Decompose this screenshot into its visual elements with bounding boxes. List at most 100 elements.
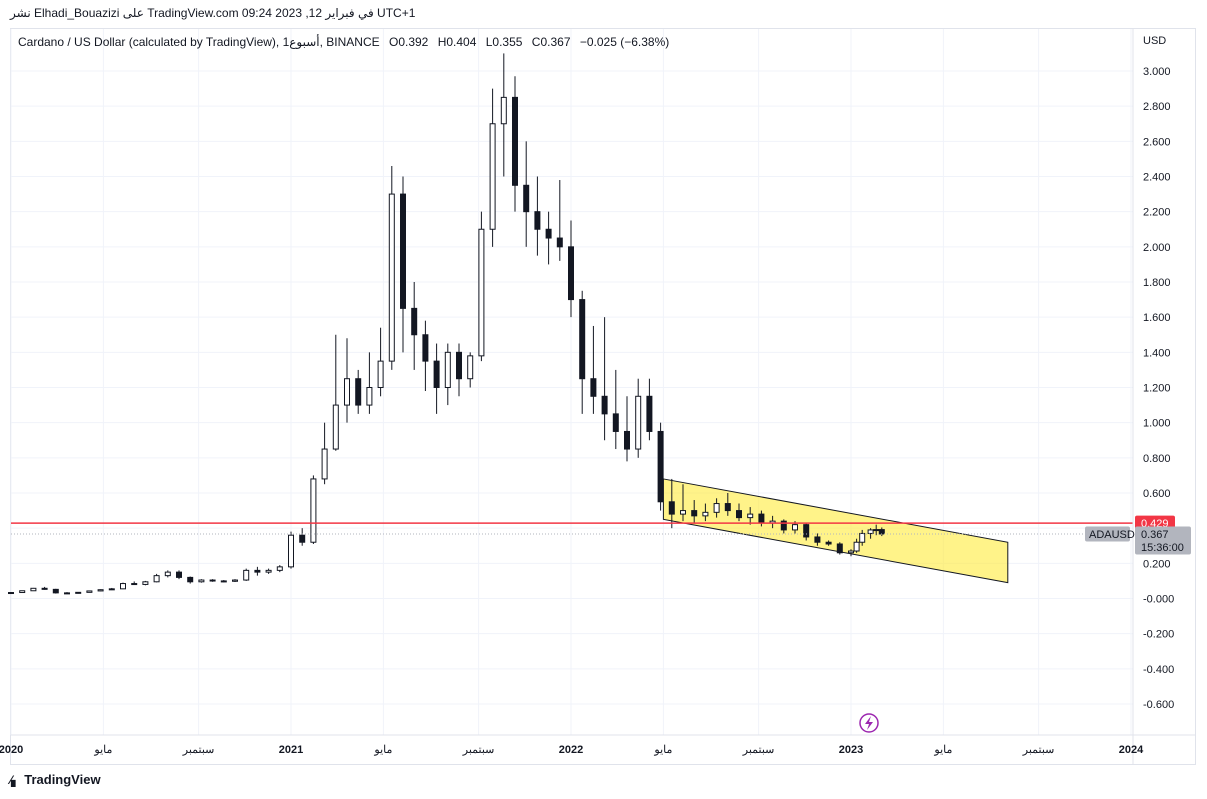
candle[interactable]: [388, 165, 395, 370]
candle[interactable]: [142, 580, 149, 586]
candle[interactable]: [859, 529, 866, 546]
candle[interactable]: [635, 378, 642, 458]
candle[interactable]: [873, 524, 880, 536]
candle[interactable]: [680, 484, 686, 522]
candle-body: [668, 501, 675, 515]
candle[interactable]: [747, 507, 754, 525]
candle[interactable]: [478, 211, 485, 362]
candle[interactable]: [836, 542, 843, 555]
candle[interactable]: [344, 338, 350, 423]
candle[interactable]: [64, 592, 70, 595]
candle[interactable]: [310, 475, 317, 544]
candle[interactable]: [377, 327, 384, 397]
descending-channel[interactable]: [662, 478, 1009, 584]
candle[interactable]: [209, 579, 216, 582]
candle[interactable]: [534, 176, 541, 256]
candle[interactable]: [164, 570, 171, 578]
candle[interactable]: [612, 369, 619, 450]
candle[interactable]: [668, 478, 675, 529]
candle[interactable]: [131, 581, 138, 586]
candle[interactable]: [75, 591, 82, 594]
candle[interactable]: [321, 422, 328, 485]
time-tick-label: سبتمبر: [1022, 744, 1055, 756]
candle[interactable]: [8, 592, 14, 595]
candle[interactable]: [814, 533, 821, 546]
candle-body: [601, 395, 608, 415]
candle[interactable]: [657, 422, 664, 511]
price-tick-label: 2.200: [1143, 207, 1171, 219]
candle[interactable]: [867, 528, 874, 539]
time-tick-label: مايو: [373, 744, 392, 756]
candle[interactable]: [97, 589, 104, 592]
candle-body: [836, 543, 843, 554]
price-tick-label: -0.600: [1143, 699, 1174, 711]
candle[interactable]: [86, 590, 93, 593]
candle[interactable]: [691, 500, 698, 523]
candle[interactable]: [601, 317, 608, 441]
candle[interactable]: [444, 343, 451, 406]
candle[interactable]: [108, 587, 115, 591]
candle-body: [512, 96, 518, 186]
candle-body: [411, 307, 418, 336]
candle[interactable]: [265, 568, 272, 574]
candle[interactable]: [19, 590, 26, 594]
candle[interactable]: [41, 586, 48, 590]
candle-body: [332, 404, 339, 450]
candle[interactable]: [456, 343, 462, 397]
candle[interactable]: [579, 290, 586, 414]
symbol-label: ADAUSD: [1089, 529, 1135, 541]
candle[interactable]: [52, 588, 59, 594]
candle[interactable]: [724, 493, 731, 516]
candle[interactable]: [411, 282, 418, 370]
symbol-legend[interactable]: Cardano / US Dollar (calculated by Tradi…: [18, 35, 675, 49]
candle[interactable]: [120, 582, 126, 590]
candle-body: [310, 478, 317, 543]
candle[interactable]: [355, 369, 362, 414]
candle-body: [873, 529, 880, 532]
candle[interactable]: [736, 503, 742, 522]
lightning-icon[interactable]: [859, 713, 879, 733]
candle[interactable]: [254, 566, 261, 576]
candle[interactable]: [30, 587, 37, 592]
candle[interactable]: [187, 576, 194, 584]
candle[interactable]: [825, 540, 832, 546]
candle[interactable]: [624, 396, 630, 462]
candle[interactable]: [780, 519, 787, 534]
candle[interactable]: [400, 176, 406, 353]
candle[interactable]: [288, 531, 294, 569]
candle[interactable]: [523, 141, 530, 247]
tradingview-footer[interactable]: ⁄▖ TradingView: [10, 772, 101, 787]
candle[interactable]: [332, 334, 339, 451]
candle[interactable]: [512, 76, 518, 212]
candle[interactable]: [568, 220, 574, 318]
candle[interactable]: [153, 573, 160, 583]
candle[interactable]: [299, 528, 306, 546]
candle[interactable]: [489, 88, 496, 247]
candle[interactable]: [467, 352, 474, 388]
candle[interactable]: [853, 538, 860, 553]
time-tick-label: سبتمبر: [462, 744, 495, 756]
candle-body: [41, 587, 48, 590]
candle[interactable]: [713, 498, 720, 518]
candle[interactable]: [590, 325, 597, 414]
candle[interactable]: [702, 503, 709, 522]
candle[interactable]: [500, 53, 507, 177]
candle[interactable]: [803, 522, 810, 541]
candle[interactable]: [366, 352, 373, 414]
candle[interactable]: [848, 549, 854, 557]
candle-body: [86, 590, 93, 593]
candle[interactable]: [243, 568, 250, 581]
candle[interactable]: [422, 320, 429, 392]
candle-body: [780, 520, 787, 531]
candle[interactable]: [433, 343, 440, 414]
candle[interactable]: [198, 579, 205, 583]
candle[interactable]: [232, 579, 238, 582]
candle[interactable]: [545, 211, 552, 265]
candle[interactable]: [220, 580, 227, 583]
candle[interactable]: [176, 570, 182, 580]
candle[interactable]: [646, 378, 653, 441]
candle-body: [220, 580, 227, 583]
candle[interactable]: [556, 180, 563, 261]
candle[interactable]: [276, 565, 283, 573]
